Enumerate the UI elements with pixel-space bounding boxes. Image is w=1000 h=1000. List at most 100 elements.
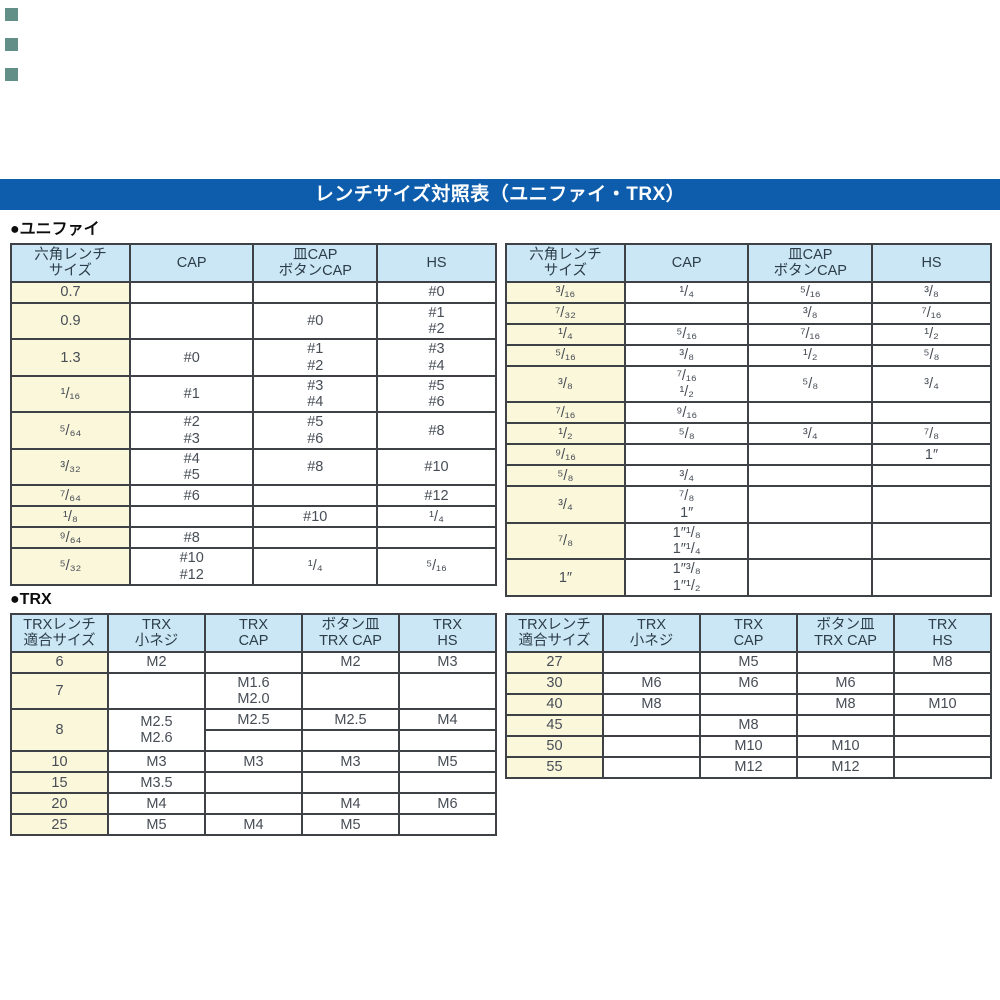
value-cell: #8 — [376, 411, 497, 450]
value-cell — [602, 714, 701, 737]
table-row: 10 M3 M3 M3 M5 — [10, 750, 497, 774]
column-header: TRX CAP — [204, 613, 303, 653]
value-cell: M6 — [602, 672, 701, 695]
table-row: 15 M3.5 — [10, 771, 497, 795]
value-cell: ⁵/₈ — [871, 344, 992, 367]
size-cell: 25 — [10, 813, 109, 837]
value-cell: M10 — [893, 693, 992, 716]
value-cell — [747, 521, 874, 561]
value-cell — [747, 464, 874, 488]
size-cell: ³/₄ — [505, 485, 626, 524]
table-row: ⁵/₈ ³/₄ — [505, 464, 992, 488]
table-row: 30 M6 M6 M6 — [505, 672, 992, 695]
section-unified: ●ユニファイ 六角レンチ サイズ CAP 皿CAP ボタンCAP HS 0.7 #0 0.9… — [10, 221, 992, 597]
value-cell: ¹/₄ — [623, 281, 750, 304]
table-row: 0.7 #0 — [10, 281, 497, 304]
column-header: 六角レンチ サイズ — [505, 243, 626, 283]
column-header: TRX HS — [893, 613, 992, 653]
column-header: TRX CAP — [699, 613, 798, 653]
value-cell: ¹/₄ — [252, 547, 379, 586]
value-cell: 1″³/₈ 1″¹/₂ — [623, 558, 750, 597]
value-cell: 1″ — [871, 443, 992, 467]
value-cell: M2.5 — [301, 708, 400, 732]
value-cell: ³/₈ — [623, 344, 750, 367]
table-row: 40 M8 M8 M10 — [505, 693, 992, 716]
column-header: CAP — [623, 243, 750, 283]
size-cell: 0.7 — [10, 281, 131, 304]
column-header: TRXレンチ 適合サイズ — [505, 613, 604, 653]
table-row: 27 M5 M8 — [505, 651, 992, 674]
value-cell: ³/₄ — [871, 364, 992, 404]
value-cell: ⁷/₈ 1″ — [623, 485, 750, 524]
value-cell: M8 — [602, 693, 701, 716]
value-cell — [204, 771, 303, 795]
value-cell: M10 — [796, 735, 895, 758]
value-cell: #1 #2 — [252, 338, 379, 377]
value-cell — [252, 281, 379, 304]
value-cell — [128, 505, 255, 529]
value-cell — [398, 729, 497, 753]
value-cell — [796, 651, 895, 674]
value-cell: ⁹/₁₆ — [623, 401, 750, 425]
size-cell: ⁷/₆₄ — [10, 484, 131, 508]
value-cell: ⁵/₈ — [747, 364, 874, 404]
value-cell: #1 #2 — [376, 301, 497, 341]
value-cell — [398, 771, 497, 795]
value-cell — [301, 771, 400, 795]
column-header: HS — [871, 243, 992, 283]
value-cell: #8 — [128, 526, 255, 550]
column-header: TRXレンチ 適合サイズ — [10, 613, 109, 653]
size-cell: 8 — [10, 708, 109, 753]
table-row: 20 M4 M4 M6 — [10, 792, 497, 816]
table-row: 25 M5 M4 M5 — [10, 813, 497, 837]
value-cell: M6 — [398, 792, 497, 816]
value-cell: #1 — [128, 374, 255, 414]
value-cell: #5 #6 — [252, 411, 379, 450]
size-cell: 1.3 — [10, 338, 131, 377]
value-cell: 1″¹/₈ 1″¹/₄ — [623, 521, 750, 561]
value-cell — [796, 714, 895, 737]
value-cell: #10 #12 — [128, 547, 255, 586]
size-cell: 45 — [505, 714, 604, 737]
value-cell — [204, 792, 303, 816]
size-cell: ⁹/₆₄ — [10, 526, 131, 550]
value-cell — [252, 526, 379, 550]
size-cell: 55 — [505, 756, 604, 779]
trx-left-table-wrap: TRXレンチ 適合サイズ TRX 小ネジ TRX CAP ボタン皿 TRX CAP TR… — [10, 613, 497, 837]
table-row: 1″ 1″³/₈ 1″¹/₂ — [505, 558, 992, 597]
size-cell: ⁵/₆₄ — [10, 411, 131, 450]
value-cell — [699, 693, 798, 716]
value-cell: #0 — [252, 301, 379, 341]
table-row: 0.9 #0 #1 #2 — [10, 301, 497, 341]
value-cell: M3 — [398, 651, 497, 674]
value-cell: M5 — [398, 750, 497, 774]
size-cell: 10 — [10, 750, 109, 774]
value-cell — [301, 729, 400, 753]
value-cell: M3 — [301, 750, 400, 774]
unified-left-table-wrap: 六角レンチ サイズ CAP 皿CAP ボタンCAP HS 0.7 #0 0.9 #0 #1 #2… — [10, 243, 497, 586]
table-row: ¹/₈ #10 ¹/₄ — [10, 505, 497, 529]
size-cell: ¹/₁₆ — [10, 374, 131, 414]
size-cell: 40 — [505, 693, 604, 716]
table-row: ⁹/₁₆ 1″ — [505, 443, 992, 467]
size-cell: ¹/₂ — [505, 422, 626, 446]
table-row: ¹/₄ ⁵/₁₆ ⁷/₁₆ ¹/₂ — [505, 323, 992, 346]
table-row: 1.3 #0 #1 #2 #3 #4 — [10, 338, 497, 377]
value-cell: M4 — [107, 792, 206, 816]
value-cell: #0 — [128, 338, 255, 377]
value-cell: #10 — [252, 505, 379, 529]
value-cell — [893, 735, 992, 758]
table-row: ⁵/₁₆ ³/₈ ¹/₂ ⁵/₈ — [505, 344, 992, 367]
value-cell: ⁵/₈ — [623, 422, 750, 446]
decor-square — [5, 8, 18, 21]
column-header: TRX HS — [398, 613, 497, 653]
value-cell — [623, 302, 750, 325]
value-cell: M3 — [204, 750, 303, 774]
table-row: 8 M2.5 M2.6 M2.5 M2.5 M4 — [10, 708, 497, 753]
value-cell — [893, 672, 992, 695]
size-cell: ⁵/₃₂ — [10, 547, 131, 586]
trx-right-table-wrap: TRXレンチ 適合サイズ TRX 小ネジ TRX CAP ボタン皿 TRX CAP TR… — [505, 613, 992, 779]
size-cell: 7 — [10, 671, 109, 711]
value-cell — [871, 521, 992, 561]
